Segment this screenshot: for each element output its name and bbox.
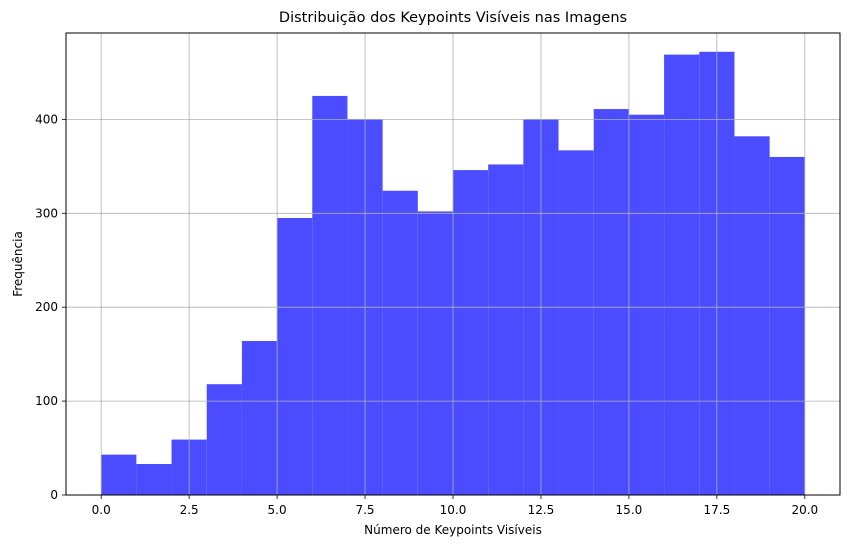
histogram-bar-19 bbox=[769, 156, 805, 495]
histogram-bar-14 bbox=[593, 109, 629, 495]
x-tick-label-0: 0.0 bbox=[92, 503, 111, 517]
histogram-bar-16 bbox=[664, 54, 700, 495]
histogram-bar-6 bbox=[312, 95, 348, 495]
y-axis-label: Frequência bbox=[11, 231, 25, 297]
x-axis-ticks: 0.0 2.5 5.0 7.5 10.0 12.5 15.0 17.5 20.0 bbox=[92, 495, 818, 517]
x-tick-label-3: 7.5 bbox=[355, 503, 374, 517]
histogram-bar-5 bbox=[277, 217, 313, 496]
x-tick-label-5: 12.5 bbox=[528, 503, 555, 517]
histogram-bar-3 bbox=[206, 384, 242, 495]
histogram-bar-18 bbox=[734, 136, 770, 496]
x-tick-label-4: 10.0 bbox=[440, 503, 467, 517]
y-axis-ticks: 0 100 200 300 400 bbox=[35, 112, 66, 502]
histogram-bar-13 bbox=[558, 150, 594, 495]
histogram-bar-1 bbox=[136, 464, 172, 495]
histogram-bar-11 bbox=[488, 164, 524, 495]
x-axis-label: Número de Keypoints Visíveis bbox=[364, 523, 542, 537]
y-tick-label-0: 0 bbox=[50, 488, 58, 502]
x-tick-label-2: 5.0 bbox=[268, 503, 287, 517]
histogram-bar-15 bbox=[628, 114, 665, 495]
y-tick-label-2: 200 bbox=[35, 300, 58, 314]
y-tick-label-4: 400 bbox=[35, 112, 58, 126]
x-tick-label-8: 20.0 bbox=[791, 503, 818, 517]
histogram-bar-10 bbox=[453, 170, 489, 495]
x-tick-label-6: 15.0 bbox=[616, 503, 643, 517]
x-tick-label-7: 17.5 bbox=[704, 503, 731, 517]
y-tick-label-1: 100 bbox=[35, 394, 58, 408]
chart-title: Distribuição dos Keypoints Visíveis nas … bbox=[279, 10, 627, 26]
y-tick-label-3: 300 bbox=[35, 206, 58, 220]
histogram-bar-4 bbox=[241, 341, 278, 495]
histogram-bar-0 bbox=[101, 454, 137, 495]
x-tick-label-1: 2.5 bbox=[180, 503, 199, 517]
histogram-bar-8 bbox=[382, 190, 418, 495]
histogram-bar-9 bbox=[417, 211, 453, 496]
